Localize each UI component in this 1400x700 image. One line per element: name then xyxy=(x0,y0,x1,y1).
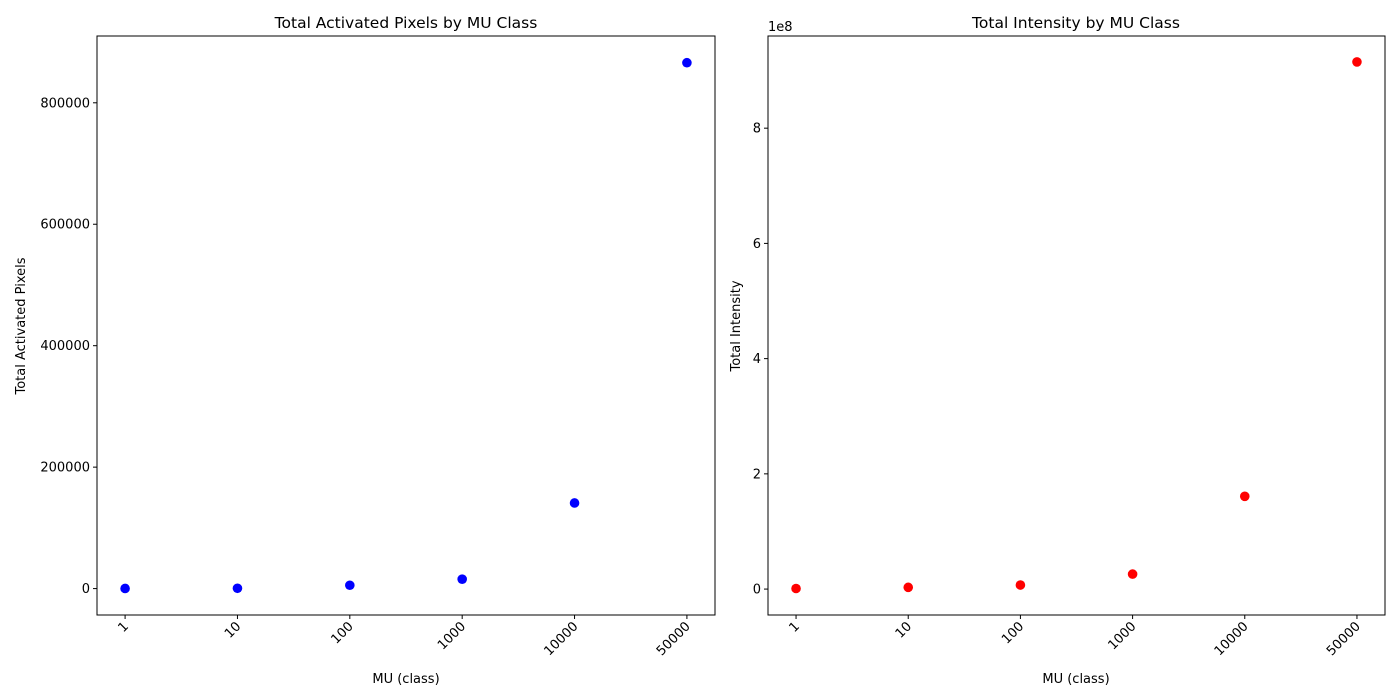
point-layer xyxy=(120,57,692,594)
y-tick-label: 6 xyxy=(753,237,761,252)
y-tick-label: 4 xyxy=(753,352,761,367)
y-tick-label: 200000 xyxy=(40,461,90,476)
y-tick-label: 0 xyxy=(753,583,761,598)
y-axis-label: Total Intensity xyxy=(729,280,744,372)
x-axis-label: MU (class) xyxy=(1042,672,1109,687)
y-axis-label: Total Activated Pixels xyxy=(14,257,29,395)
data-point xyxy=(1352,57,1362,67)
data-point xyxy=(345,580,355,591)
data-point xyxy=(903,582,914,593)
data-point xyxy=(1015,580,1026,590)
data-point xyxy=(791,583,801,594)
point-layer xyxy=(791,57,1362,594)
y-tick-label: 800000 xyxy=(40,96,90,111)
chart-title: Total Activated Pixels by MU Class xyxy=(274,14,538,32)
y-tick-label: 600000 xyxy=(40,218,90,233)
y-axis-offset-label: 1e8 xyxy=(768,20,793,35)
y-tick-label: 2 xyxy=(753,467,761,482)
chart-title: Total Intensity by MU Class xyxy=(971,14,1180,32)
y-tick-label: 400000 xyxy=(40,339,90,354)
data-point xyxy=(232,583,243,594)
data-point xyxy=(1239,491,1250,502)
data-point xyxy=(682,57,692,68)
y-tick-label: 0 xyxy=(82,582,90,597)
data-point xyxy=(120,583,130,594)
x-axis-label: MU (class) xyxy=(372,672,439,687)
data-point xyxy=(1127,569,1138,579)
plot-frame xyxy=(767,35,1386,616)
data-point xyxy=(569,498,580,508)
y-tick-label: 8 xyxy=(753,122,761,137)
plot-frame xyxy=(96,35,716,616)
data-point xyxy=(457,574,467,584)
